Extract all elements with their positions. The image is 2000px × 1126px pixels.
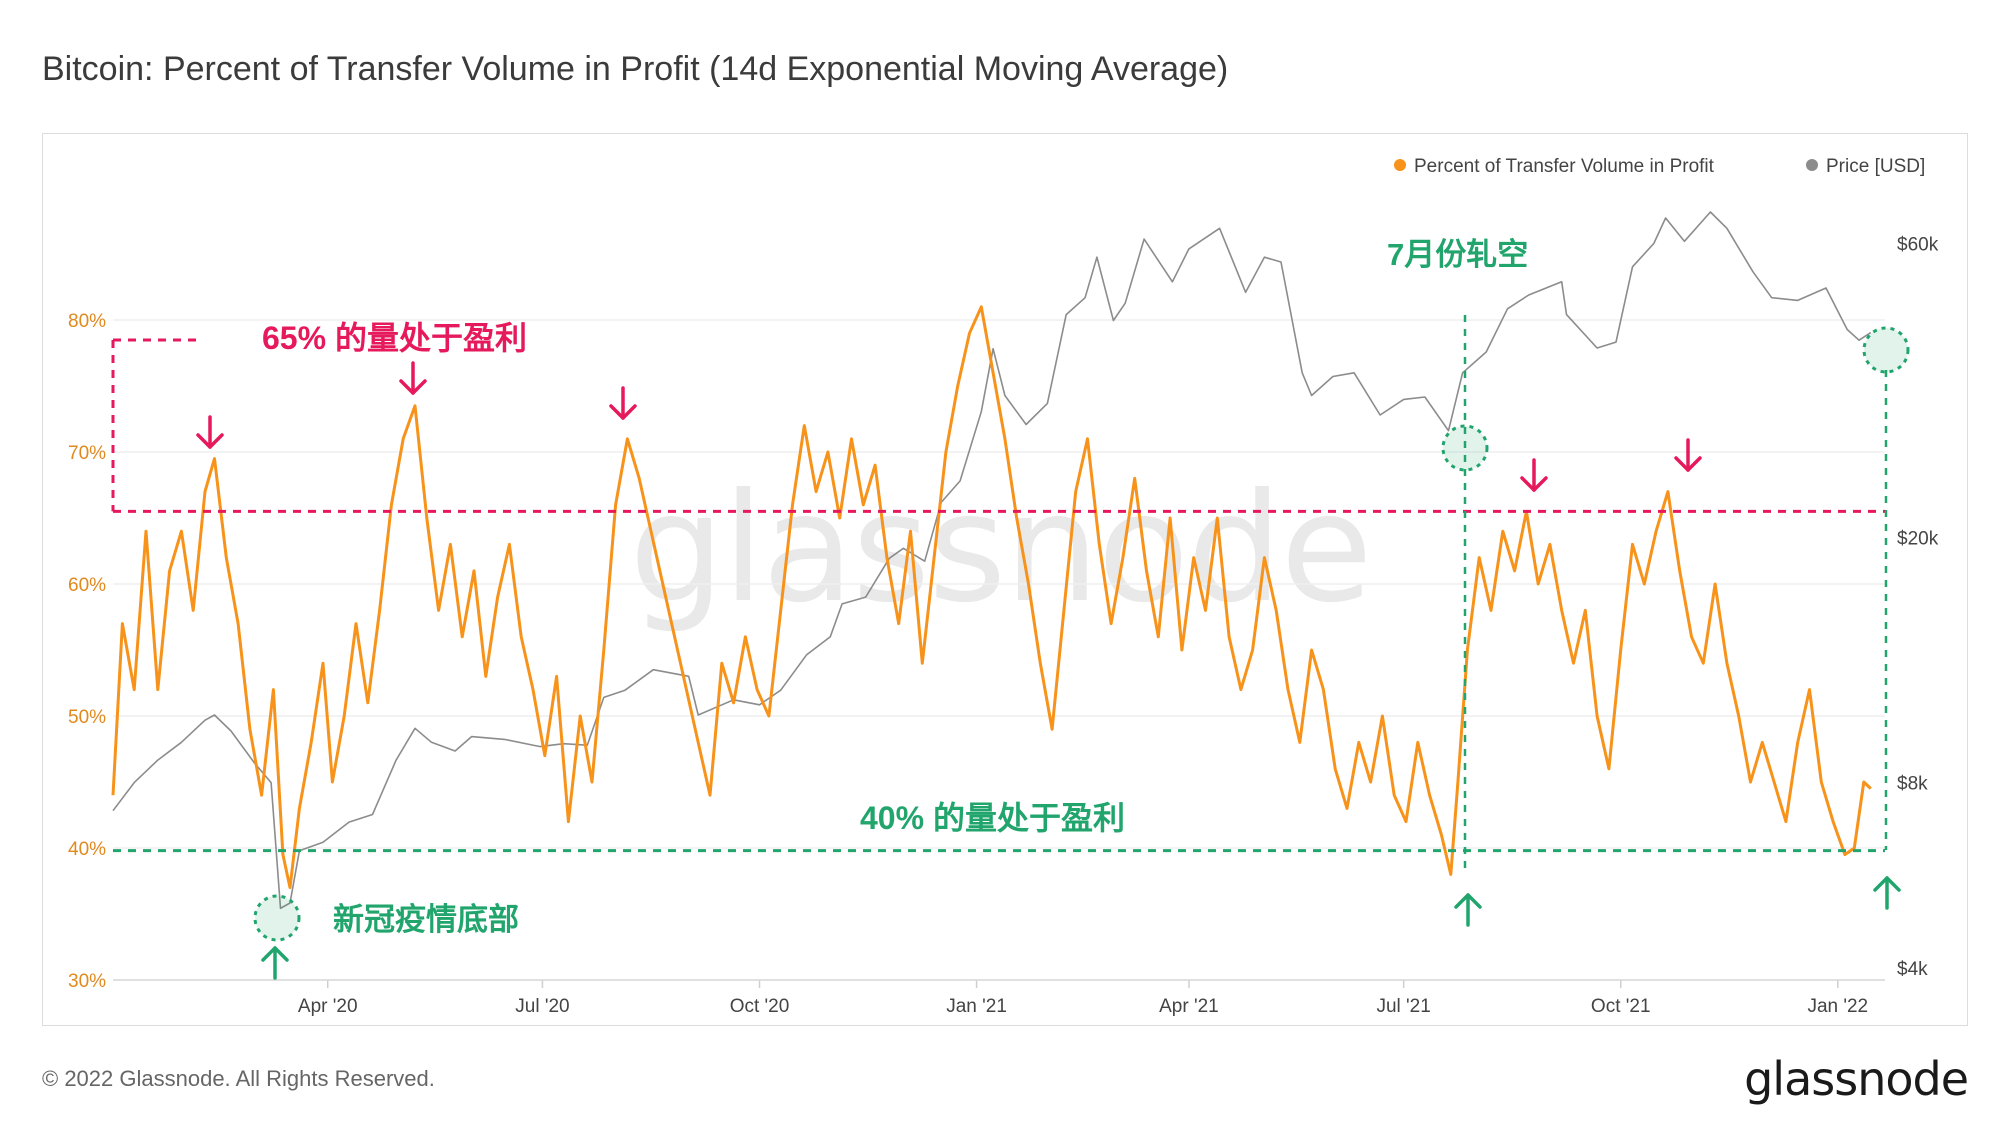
chart-title: Bitcoin: Percent of Transfer Volume in P… xyxy=(42,50,1229,88)
red-arrow-may20 xyxy=(399,361,427,395)
watermark: glassnode xyxy=(629,462,1370,636)
legend-label-price: Price [USD] xyxy=(1826,156,1925,177)
label-covid-bottom: 新冠疫情底部 xyxy=(333,902,519,937)
red-arrow-aug20 xyxy=(609,386,637,420)
red-arrow-aug21 xyxy=(1520,458,1548,492)
x-tick-label: Jul '21 xyxy=(1376,996,1430,1017)
brand-logo: glassnode xyxy=(1744,1052,1969,1106)
arrow-head xyxy=(1520,476,1548,492)
arrow-head xyxy=(261,946,289,962)
profit-layer xyxy=(111,305,1872,890)
label-65-percent: 65% 的量处于盈利 xyxy=(262,320,527,356)
green-arrow-jul21 xyxy=(1454,893,1482,927)
legend-marker-price xyxy=(1806,159,1818,171)
label-july-squeeze: 7月份轧空 xyxy=(1387,237,1528,272)
x-tick-label: Jan '21 xyxy=(946,996,1007,1017)
y-left-tick-label: 80% xyxy=(68,311,106,332)
y-left-tick-label: 40% xyxy=(68,839,106,860)
label-40-percent: 40% 的量处于盈利 xyxy=(860,800,1125,836)
red-arrow-oct21 xyxy=(1674,438,1702,472)
legend: Percent of Transfer Volume in Profit Pric… xyxy=(1394,156,1925,177)
arrow-head xyxy=(399,379,427,395)
green-arrow-jan22 xyxy=(1873,876,1901,910)
legend-label-profit: Percent of Transfer Volume in Profit xyxy=(1414,156,1715,177)
arrow-head xyxy=(196,433,224,449)
x-tick-label: Jul '20 xyxy=(515,996,569,1017)
jan22-price-circle xyxy=(1862,326,1910,374)
y-left-tick-label: 50% xyxy=(68,707,106,728)
arrow-head xyxy=(609,404,637,420)
x-tick-label: Apr '21 xyxy=(1159,996,1219,1017)
axes: 30% 40% 50% 60% 70% 80% $4k $8k $20k $60k Apr '20 J… xyxy=(68,234,1939,1017)
profit-line xyxy=(111,305,1872,890)
x-tick-label: Apr '20 xyxy=(298,996,358,1017)
y-right-tick-label: $60k xyxy=(1897,234,1939,255)
price-line xyxy=(112,211,1872,910)
green-arrow-covid xyxy=(261,946,289,980)
red-arrow-feb20 xyxy=(196,415,224,449)
price-layer xyxy=(112,211,1872,910)
y-left-tick-label: 30% xyxy=(68,971,106,992)
covid-bottom-circle xyxy=(253,894,301,942)
x-tick-label: Oct '21 xyxy=(1591,996,1651,1017)
legend-marker-profit xyxy=(1394,159,1406,171)
chart-frame xyxy=(42,133,1968,1026)
y-right-tick-label: $20k xyxy=(1897,528,1939,549)
copyright: © 2022 Glassnode. All Rights Reserved. xyxy=(42,1066,435,1091)
arrow-head xyxy=(1454,893,1482,909)
y-right-tick-label: $4k xyxy=(1897,959,1928,980)
y-right-tick-label: $8k xyxy=(1897,774,1928,795)
arrow-head xyxy=(1674,456,1702,472)
y-left-tick-label: 60% xyxy=(68,575,106,596)
y-left-tick-label: 70% xyxy=(68,443,106,464)
x-tick-label: Oct '20 xyxy=(730,996,790,1017)
x-tick-label: Jan '22 xyxy=(1807,996,1868,1017)
arrow-head xyxy=(1873,876,1901,892)
reference-lines xyxy=(111,338,1885,853)
